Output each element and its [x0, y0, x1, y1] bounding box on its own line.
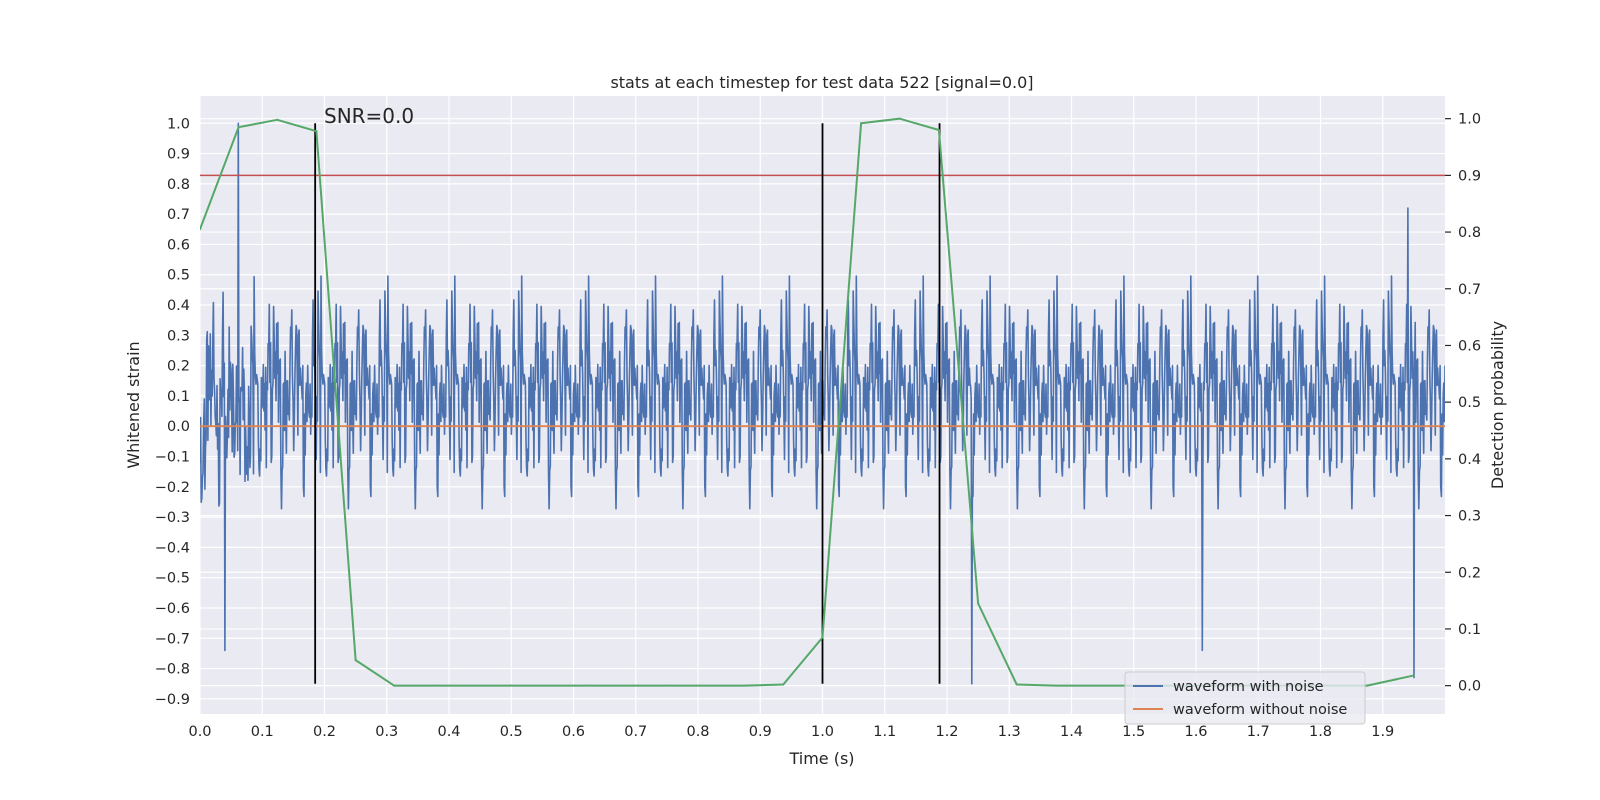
legend: waveform with noise waveform without noi… — [1124, 671, 1366, 725]
y-tick-label: 1.0 — [167, 116, 190, 132]
detection-probability-segment — [937, 129, 980, 605]
y-tick-label: −0.2 — [155, 480, 190, 496]
y-tick-label: −0.5 — [155, 571, 190, 587]
y-tick-label: −0.7 — [155, 631, 190, 647]
detection-probability-segment — [354, 659, 396, 687]
detection-probability-segment — [860, 117, 901, 125]
y-tick-label: −0.6 — [155, 601, 190, 617]
x-tick-label: 0.3 — [375, 724, 398, 740]
y-tick-label: 0.7 — [167, 207, 190, 223]
x-tick-label: 0.9 — [749, 724, 772, 740]
x-tick-label: 1.5 — [1122, 724, 1145, 740]
y2-axis-label: Detection probability — [1488, 321, 1507, 489]
x-tick-label: 1.2 — [935, 724, 958, 740]
y2-tick-label: 0.3 — [1458, 509, 1481, 525]
y2-tick-label: 1.0 — [1458, 112, 1481, 128]
x-tick-label: 1.3 — [998, 724, 1021, 740]
legend-box — [1124, 671, 1366, 725]
y-tick-label: −0.3 — [155, 510, 190, 526]
detection-probability-segment — [1366, 674, 1415, 687]
x-tick-label: 0.7 — [624, 724, 647, 740]
x-tick-label: 0.0 — [188, 724, 211, 740]
y2-tick-label: 0.7 — [1458, 282, 1481, 298]
x-tick-label: 0.2 — [313, 724, 336, 740]
y-tick-label: 0.6 — [167, 237, 190, 253]
legend-label-noise: waveform with noise — [1173, 679, 1324, 695]
detection-probability-segment — [821, 122, 863, 639]
y2-tick-label: 0.6 — [1458, 338, 1481, 354]
y-tick-label: −0.8 — [155, 662, 190, 678]
legend-label-clean: waveform without noise — [1173, 702, 1347, 718]
detection-probability-segment — [898, 117, 940, 132]
y2-tick-label: 0.4 — [1458, 452, 1481, 468]
x-tick-label: 0.6 — [562, 724, 585, 740]
x-tick-label: 1.7 — [1247, 724, 1270, 740]
y-tick-label: 0.9 — [167, 147, 190, 163]
ticks-layer: 0.0 0.1 0.2 0.3 0.4 0.5 0.6 0.7 0.8 0.9 1.0 1.1 1.2 1… — [155, 112, 1481, 740]
y2-tick-label: 0.9 — [1458, 168, 1481, 184]
x-tick-label: 1.9 — [1371, 724, 1394, 740]
detection-probability-segment — [743, 683, 785, 687]
detection-probability-segment — [237, 118, 279, 129]
snr-annotation: SNR=0.0 — [324, 104, 414, 128]
y-tick-label: 0.0 — [167, 419, 190, 435]
detection-probability-segment — [1015, 683, 1057, 687]
x-tick-label: 0.8 — [686, 724, 709, 740]
x-tick-label: 0.4 — [437, 724, 460, 740]
y-tick-label: 0.1 — [167, 389, 190, 405]
detection-probability-segment — [782, 636, 824, 686]
y-tick-label: 0.2 — [167, 359, 190, 375]
y-tick-label: −0.9 — [155, 692, 190, 708]
y-axis-label: Whitened strain — [124, 341, 143, 468]
x-tick-label: 1.0 — [811, 724, 834, 740]
y2-tick-label: 0.0 — [1458, 679, 1481, 695]
y2-tick-label: 0.1 — [1458, 622, 1481, 638]
chart-title: stats at each timestep for test data 522… — [610, 73, 1033, 92]
y-tick-label: 0.5 — [167, 268, 190, 284]
x-tick-label: 1.6 — [1184, 724, 1207, 740]
y2-tick-label: 0.8 — [1458, 225, 1481, 241]
y2-tick-label: 0.2 — [1458, 565, 1481, 581]
y-tick-label: −0.1 — [155, 450, 190, 466]
x-tick-label: 1.1 — [873, 724, 896, 740]
detection-probability-segment — [977, 602, 1018, 686]
x-tick-label: 0.1 — [251, 724, 274, 740]
x-axis-label: Time (s) — [788, 749, 854, 768]
y-tick-label: 0.3 — [167, 328, 190, 344]
y-tick-label: 0.8 — [167, 177, 190, 193]
y2-tick-label: 0.5 — [1458, 395, 1481, 411]
detection-probability-segment — [315, 130, 357, 662]
detection-probability-segment — [200, 126, 240, 231]
x-tick-label: 1.8 — [1309, 724, 1332, 740]
detection-probability-segment — [276, 118, 318, 133]
x-tick-label: 1.4 — [1060, 724, 1083, 740]
y-tick-label: −0.4 — [155, 540, 190, 556]
x-tick-label: 0.5 — [500, 724, 523, 740]
y-tick-label: 0.4 — [167, 298, 190, 314]
